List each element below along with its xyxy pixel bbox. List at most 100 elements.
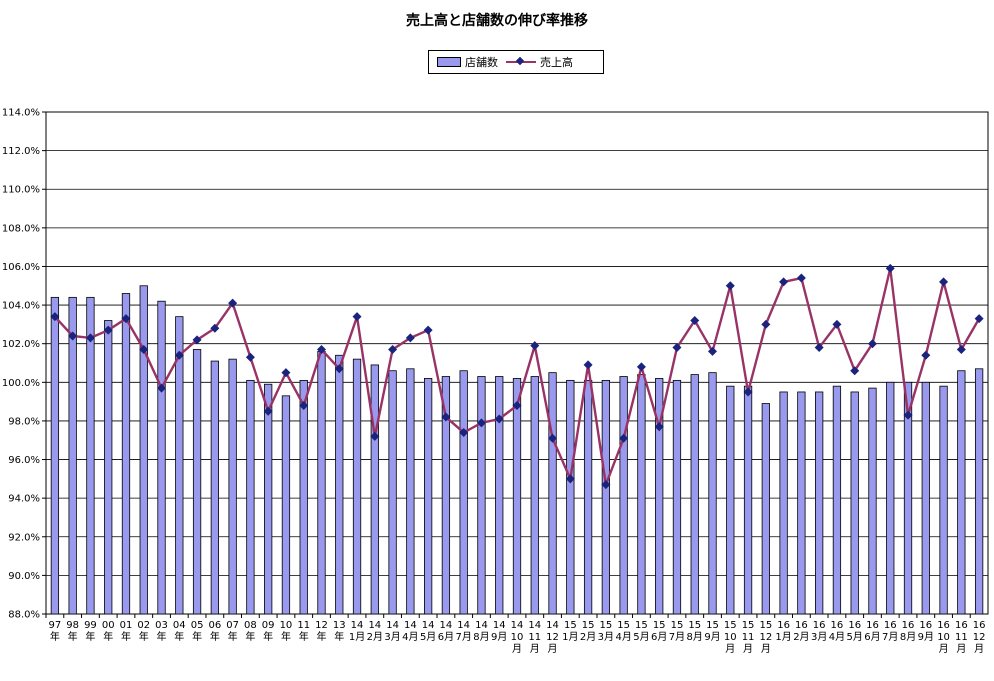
x-tick-label: 6月 bbox=[438, 631, 454, 643]
y-tick-label: 106.0% bbox=[2, 262, 40, 273]
x-tick-label: 97 bbox=[49, 620, 62, 631]
bar-stores bbox=[50, 296, 60, 615]
y-tick-label: 108.0% bbox=[2, 223, 40, 234]
bar-stores bbox=[690, 374, 699, 615]
marker-sales bbox=[530, 341, 540, 351]
x-tick-label: 7月 bbox=[455, 631, 471, 643]
marker-sales bbox=[832, 319, 842, 329]
x-tick-label: 年 bbox=[210, 630, 220, 643]
marker-sales bbox=[548, 433, 558, 443]
marker-sales bbox=[708, 346, 718, 356]
x-tick-label: 10 bbox=[280, 620, 293, 631]
bar-stores bbox=[317, 351, 326, 615]
marker-sales bbox=[690, 316, 700, 326]
marker-sales bbox=[50, 312, 60, 322]
x-tick-label: 12 bbox=[546, 632, 559, 643]
x-tick-label: 14 bbox=[386, 620, 399, 631]
bar-stores bbox=[86, 296, 95, 615]
legend-entry-sales: 売上高 bbox=[506, 54, 573, 70]
bar-stores bbox=[761, 403, 770, 615]
x-tick-label: 月 bbox=[725, 643, 735, 655]
x-tick-label: 16 bbox=[937, 620, 950, 631]
x-tick-label: 14 bbox=[422, 620, 435, 631]
bar-stores bbox=[370, 364, 379, 615]
x-tick-label: 16 bbox=[831, 620, 844, 631]
bar-stores bbox=[477, 376, 486, 615]
bar-stores bbox=[939, 385, 948, 615]
y-tick-label: 98.0% bbox=[8, 416, 40, 427]
bar-stores bbox=[335, 354, 344, 615]
x-tick-label: 10 bbox=[724, 632, 737, 643]
marker-sales bbox=[867, 339, 877, 349]
marker-sales bbox=[85, 333, 95, 343]
bar-stores bbox=[281, 395, 291, 615]
x-tick-label: 15 bbox=[635, 620, 648, 631]
marker-sales bbox=[512, 400, 522, 410]
x-tick-label: 15 bbox=[759, 620, 772, 631]
bar-stores bbox=[264, 383, 273, 615]
x-tick-label: 14 bbox=[351, 620, 364, 631]
bar-stores bbox=[299, 379, 308, 615]
x-tick-label: 年 bbox=[68, 630, 78, 643]
x-tick-label: 00 bbox=[102, 620, 115, 631]
marker-sales bbox=[245, 352, 255, 362]
x-tick-label: 13 bbox=[333, 620, 346, 631]
bar-stores bbox=[583, 379, 593, 615]
marker-sales bbox=[921, 350, 931, 360]
marker-sales bbox=[974, 314, 984, 324]
bar-stores bbox=[441, 376, 451, 615]
x-tick-label: 6月 bbox=[651, 631, 667, 643]
x-tick-label: 月 bbox=[761, 643, 771, 655]
x-tick-label: 年 bbox=[192, 630, 202, 643]
marker-sales bbox=[281, 368, 291, 378]
bar-stores bbox=[530, 376, 539, 615]
x-tick-label: 14 bbox=[404, 620, 417, 631]
bar-stores bbox=[974, 368, 984, 615]
x-tick-label: 14 bbox=[475, 620, 488, 631]
x-tick-label: 14 bbox=[511, 620, 524, 631]
bar-stores bbox=[157, 300, 166, 615]
x-tick-label: 12 bbox=[759, 632, 772, 643]
marker-sales bbox=[192, 335, 202, 345]
x-tick-label: 1月 bbox=[562, 631, 578, 643]
marker-sales bbox=[885, 263, 895, 273]
x-tick-label: 02 bbox=[137, 620, 150, 631]
x-tick-label: 04 bbox=[173, 620, 186, 631]
x-tick-label: 05 bbox=[191, 620, 204, 631]
bar-stores bbox=[743, 385, 753, 615]
x-tick-label: 01 bbox=[120, 620, 133, 631]
marker-sales bbox=[583, 360, 593, 370]
x-tick-label: 年 bbox=[50, 630, 60, 643]
x-tick-label: 年 bbox=[263, 630, 273, 643]
marker-sales bbox=[636, 362, 646, 372]
x-tick-label: 14 bbox=[528, 620, 541, 631]
x-tick-label: 月 bbox=[956, 643, 966, 655]
x-tick-label: 14 bbox=[546, 620, 559, 631]
marker-sales bbox=[370, 431, 380, 441]
x-tick-label: 1月 bbox=[349, 631, 365, 643]
marker-sales bbox=[334, 364, 344, 374]
y-tick-label: 104.0% bbox=[2, 301, 40, 312]
x-tick-label: 8月 bbox=[687, 631, 703, 643]
legend: 店舗数 売上高 bbox=[428, 50, 604, 74]
x-tick-label: 年 bbox=[228, 630, 238, 643]
x-tick-label: 16 bbox=[973, 620, 986, 631]
legend-bar-swatch bbox=[437, 57, 461, 67]
marker-sales bbox=[352, 312, 362, 322]
x-tick-label: 16 bbox=[777, 620, 790, 631]
marker-sales bbox=[423, 325, 433, 335]
x-tick-label: 12 bbox=[315, 620, 328, 631]
x-tick-label: 14 bbox=[368, 620, 381, 631]
bar-stores bbox=[68, 296, 77, 615]
bar-stores bbox=[619, 376, 628, 615]
bar-stores bbox=[779, 391, 788, 615]
bar-stores bbox=[388, 370, 397, 615]
legend-label-stores: 店舗数 bbox=[465, 56, 498, 69]
y-tick-label: 110.0% bbox=[2, 185, 40, 196]
x-tick-label: 7月 bbox=[669, 631, 685, 643]
marker-sales bbox=[939, 277, 949, 287]
x-tick-label: 年 bbox=[299, 630, 309, 643]
x-tick-label: 16 bbox=[919, 620, 932, 631]
marker-sales bbox=[263, 406, 273, 416]
